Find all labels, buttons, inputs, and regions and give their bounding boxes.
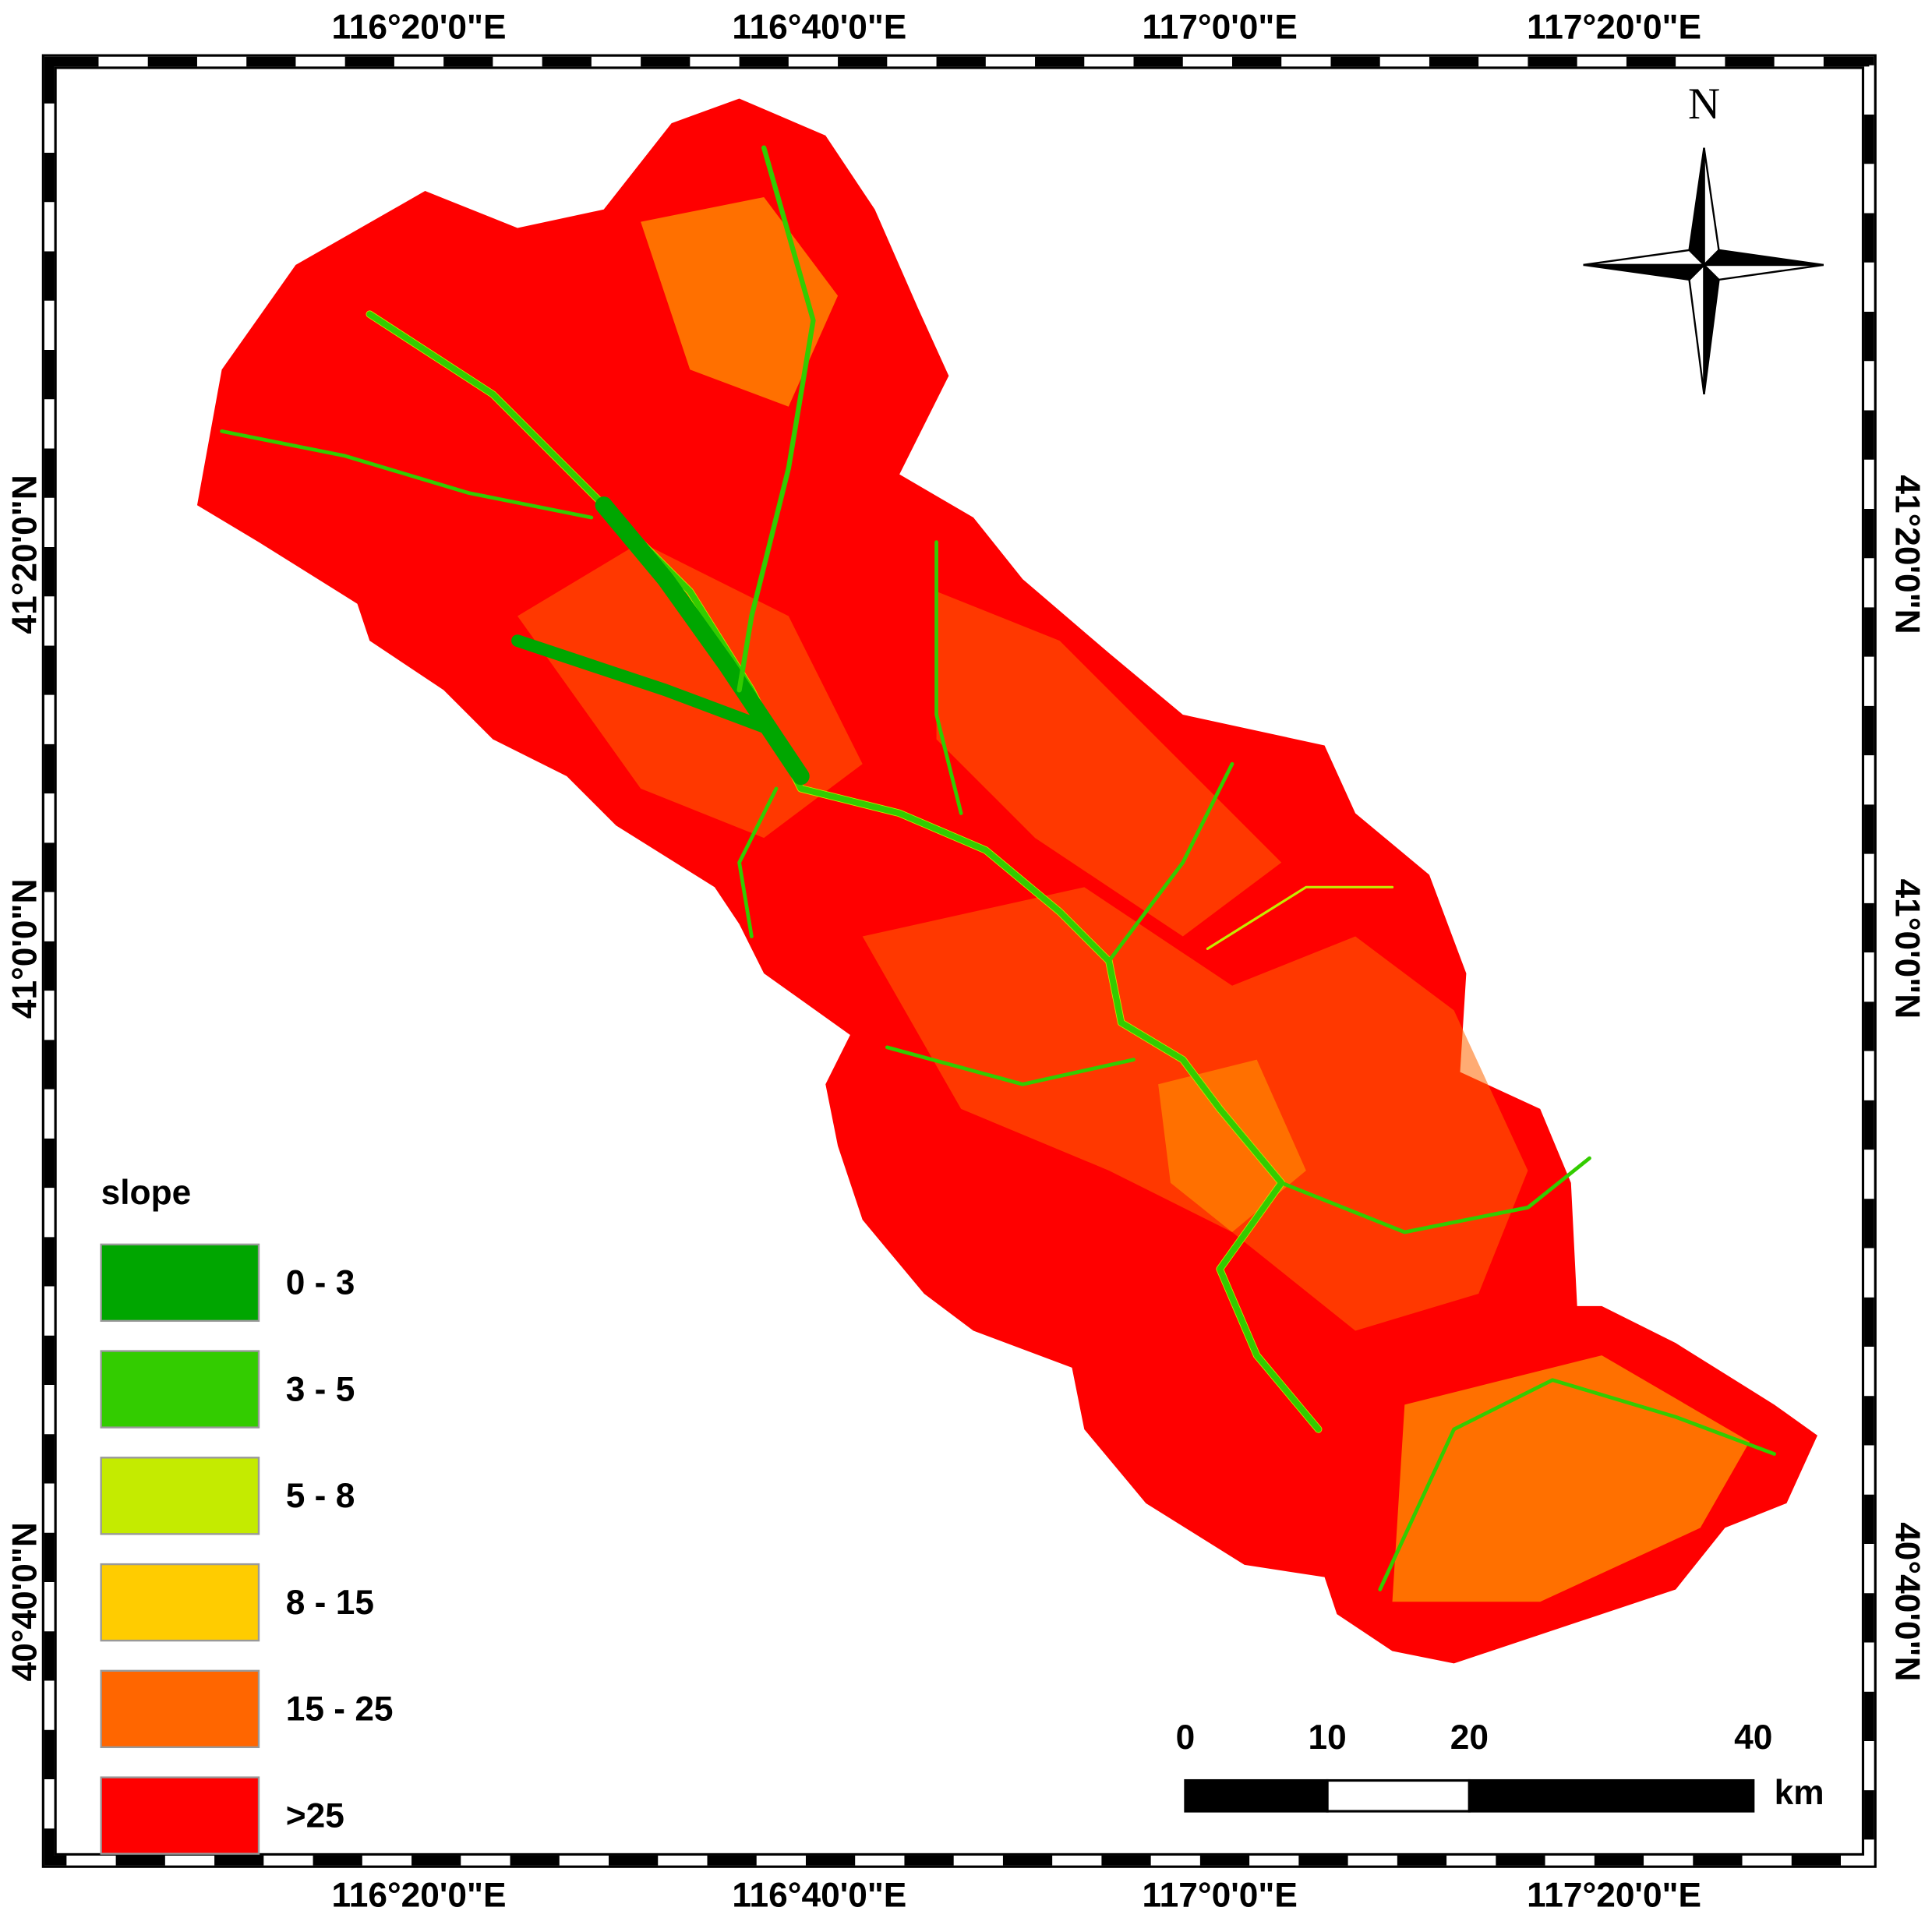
streams: [220, 145, 1777, 1591]
stream: [737, 786, 779, 938]
stream: [1378, 1378, 1777, 1591]
north-label: N: [1688, 79, 1720, 129]
stream: [736, 145, 816, 693]
legend-label: 3 - 5: [286, 1370, 355, 1408]
slope-area: [936, 591, 1282, 937]
stream: [1107, 761, 1234, 963]
longitude-label: 116°40'0"E: [732, 9, 906, 47]
longitude-label: 116°40'0"E: [732, 1876, 906, 1914]
legend-title: slope: [101, 1174, 192, 1212]
latitude-label: 40°40'0"N: [5, 1522, 44, 1681]
scale-unit: km: [1775, 1774, 1824, 1812]
legend-swatch: [100, 1776, 260, 1855]
north-arrow-point: [1701, 263, 1824, 281]
scale-label: 0: [1176, 1718, 1196, 1757]
legend-swatch: [100, 1669, 260, 1749]
north-arrow-point: [1703, 147, 1720, 267]
stream: [220, 429, 594, 520]
latitude-label: 41°20'0"N: [1888, 475, 1927, 634]
latitude-label: 40°40'0"N: [1888, 1522, 1927, 1681]
slope-area: [517, 542, 863, 839]
north-arrow-point: [1688, 263, 1705, 395]
scale-segment: [1468, 1778, 1755, 1813]
legend-label: 0 - 3: [286, 1264, 355, 1302]
north-arrow: N: [1583, 79, 1824, 395]
latitude-label: 41°0'0"N: [5, 879, 44, 1019]
scale-label: 20: [1450, 1718, 1489, 1757]
legend-label: 5 - 8: [286, 1477, 355, 1515]
stream: [934, 540, 963, 815]
latitude-label: 41°0'0"N: [1888, 879, 1927, 1019]
legend-swatch: [100, 1457, 260, 1535]
legend-label: 8 - 15: [286, 1584, 374, 1622]
frame-inner: [54, 66, 1865, 1856]
stream: [885, 1045, 1136, 1086]
slope-area: [1158, 1059, 1306, 1232]
slope-area: [641, 196, 839, 407]
north-arrow-point: [1583, 263, 1707, 281]
longitude-label: 117°20'0"E: [1527, 1876, 1701, 1914]
legend-swatch: [100, 1563, 260, 1642]
frame-checker: [44, 56, 1874, 1866]
north-arrow-point: [1583, 249, 1707, 267]
watershed: [196, 98, 1817, 1664]
north-arrow-point: [1688, 147, 1705, 267]
legend-swatch: [100, 1350, 260, 1429]
legend-swatch: [100, 1243, 260, 1323]
north-arrow-point: [1703, 263, 1720, 395]
stream: [1279, 1156, 1591, 1234]
longitude-label: 117°20'0"E: [1527, 9, 1701, 47]
moderate-slope-zones: [517, 196, 1750, 1602]
valley-floor: [595, 496, 810, 786]
longitude-label: 117°0'0"E: [1143, 9, 1298, 47]
scale-segment: [1184, 1778, 1329, 1813]
scale-segment: [1326, 1778, 1471, 1813]
stream: [1206, 885, 1394, 950]
frame-outer: [41, 54, 1877, 1868]
scale-label: 40: [1734, 1718, 1772, 1757]
valley-floor: [511, 634, 771, 733]
north-arrow-point: [1701, 249, 1824, 267]
longitude-label: 117°0'0"E: [1143, 1876, 1298, 1914]
longitude-label: 116°20'0"E: [332, 1876, 507, 1914]
legend-label: >25: [286, 1796, 344, 1835]
legend-label: 15 - 25: [286, 1690, 394, 1729]
latitude-label: 41°20'0"N: [5, 475, 44, 634]
scale-label: 10: [1309, 1718, 1347, 1757]
longitude-label: 116°20'0"E: [332, 9, 507, 47]
